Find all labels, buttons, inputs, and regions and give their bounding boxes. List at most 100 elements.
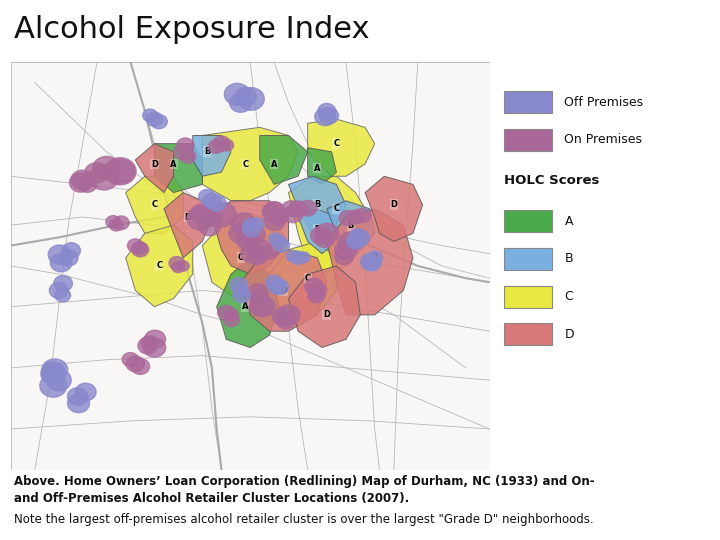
- Circle shape: [250, 218, 264, 230]
- Text: A: A: [242, 302, 248, 311]
- Circle shape: [54, 275, 73, 292]
- Polygon shape: [307, 148, 336, 185]
- Text: Alcohol Exposure Index: Alcohol Exposure Index: [14, 15, 370, 44]
- Circle shape: [212, 136, 230, 151]
- Polygon shape: [289, 266, 360, 348]
- Circle shape: [143, 109, 158, 122]
- Circle shape: [251, 296, 275, 316]
- Circle shape: [238, 223, 265, 246]
- Circle shape: [41, 364, 65, 384]
- Circle shape: [287, 251, 300, 262]
- Polygon shape: [164, 193, 212, 258]
- Text: B: B: [314, 200, 320, 210]
- FancyBboxPatch shape: [504, 323, 552, 345]
- Text: C: C: [305, 274, 311, 282]
- Circle shape: [290, 251, 306, 265]
- Circle shape: [262, 202, 286, 222]
- Circle shape: [131, 359, 150, 374]
- Polygon shape: [193, 136, 231, 176]
- Polygon shape: [135, 144, 174, 193]
- Circle shape: [177, 261, 189, 271]
- Circle shape: [248, 248, 268, 265]
- Polygon shape: [240, 249, 327, 331]
- Circle shape: [68, 394, 89, 413]
- Circle shape: [113, 216, 129, 229]
- Text: D: D: [390, 200, 397, 210]
- Text: D: D: [184, 213, 192, 221]
- Text: C: C: [333, 139, 339, 148]
- Circle shape: [231, 213, 256, 234]
- Circle shape: [76, 383, 96, 401]
- Circle shape: [107, 159, 135, 183]
- Text: HOLC Scores: HOLC Scores: [504, 174, 599, 187]
- Circle shape: [338, 232, 361, 253]
- Circle shape: [71, 170, 94, 190]
- Polygon shape: [155, 144, 202, 193]
- Circle shape: [223, 308, 239, 321]
- Circle shape: [176, 138, 194, 153]
- Text: D: D: [323, 310, 330, 319]
- Circle shape: [93, 157, 120, 180]
- Circle shape: [230, 278, 248, 293]
- Circle shape: [225, 83, 250, 105]
- Circle shape: [346, 234, 364, 249]
- Circle shape: [143, 338, 166, 357]
- Circle shape: [241, 243, 264, 263]
- Circle shape: [55, 288, 71, 302]
- Circle shape: [42, 359, 68, 381]
- Circle shape: [276, 305, 300, 325]
- Circle shape: [266, 275, 282, 289]
- Circle shape: [191, 204, 213, 224]
- Circle shape: [269, 209, 289, 225]
- Circle shape: [85, 163, 109, 183]
- Circle shape: [208, 140, 224, 153]
- Circle shape: [229, 224, 252, 244]
- Circle shape: [230, 93, 252, 112]
- Text: On Premises: On Premises: [564, 133, 642, 146]
- Circle shape: [283, 206, 303, 222]
- Circle shape: [41, 362, 65, 382]
- Circle shape: [132, 242, 149, 257]
- Circle shape: [202, 208, 222, 226]
- Circle shape: [249, 297, 272, 316]
- FancyBboxPatch shape: [504, 129, 552, 151]
- Circle shape: [50, 282, 68, 298]
- Circle shape: [132, 242, 147, 254]
- Circle shape: [169, 256, 184, 270]
- Circle shape: [269, 233, 282, 244]
- Text: A: A: [314, 164, 320, 173]
- Circle shape: [180, 150, 196, 163]
- Circle shape: [315, 231, 334, 247]
- Circle shape: [276, 312, 296, 329]
- Circle shape: [207, 195, 226, 211]
- Circle shape: [50, 253, 72, 272]
- Polygon shape: [269, 241, 336, 319]
- Text: C: C: [151, 200, 158, 210]
- Circle shape: [311, 227, 331, 244]
- Circle shape: [362, 255, 381, 271]
- Circle shape: [297, 252, 310, 262]
- Circle shape: [308, 282, 327, 299]
- Text: A: A: [271, 159, 277, 168]
- Circle shape: [233, 284, 248, 297]
- Polygon shape: [365, 176, 423, 241]
- Circle shape: [145, 330, 166, 348]
- FancyBboxPatch shape: [504, 211, 552, 232]
- Circle shape: [199, 217, 221, 236]
- Text: B: B: [564, 253, 573, 266]
- Polygon shape: [126, 225, 193, 307]
- Circle shape: [238, 87, 264, 110]
- Text: D: D: [247, 225, 253, 234]
- Circle shape: [243, 219, 258, 232]
- Text: B: B: [314, 225, 320, 234]
- Circle shape: [48, 245, 71, 264]
- Circle shape: [305, 279, 323, 294]
- Circle shape: [235, 87, 256, 106]
- Circle shape: [217, 305, 235, 320]
- Circle shape: [349, 230, 370, 247]
- Circle shape: [366, 251, 383, 265]
- Circle shape: [126, 356, 145, 372]
- Circle shape: [349, 229, 365, 242]
- Circle shape: [141, 336, 158, 350]
- Circle shape: [269, 279, 286, 294]
